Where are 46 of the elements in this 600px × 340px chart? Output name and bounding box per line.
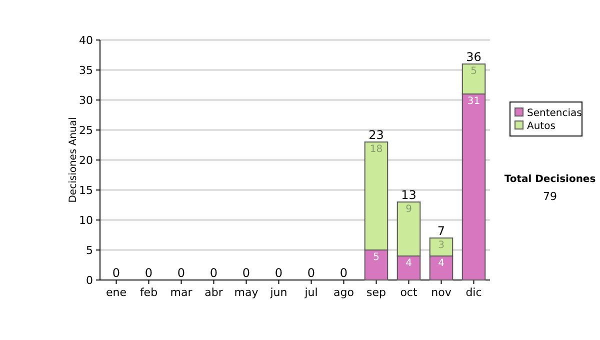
legend-label: Autos [527, 121, 556, 132]
data-label: 18 [370, 144, 383, 155]
data-label: 5 [470, 66, 477, 77]
data-label: 4 [438, 258, 444, 269]
y-tick-label: 40 [79, 34, 93, 47]
total-label: 0 [274, 266, 283, 280]
x-tick-label: ago [334, 286, 354, 299]
data-label: 3 [438, 240, 444, 251]
x-tick-label: oct [400, 286, 418, 299]
text: Total Decisiones [504, 174, 596, 185]
total-label: 0 [340, 266, 348, 280]
total-label: 0 [144, 266, 153, 280]
total-label: 0 [177, 266, 186, 280]
data-label: 5 [373, 252, 380, 263]
y-axis-title: Decisiones Anual [68, 117, 79, 203]
y-tick-label: 0 [86, 274, 93, 287]
legend-label: Sentencias [527, 108, 582, 119]
x-tick-label: abr [204, 286, 224, 299]
total-label: 0 [307, 266, 316, 280]
y-tick-label: 25 [79, 124, 93, 137]
x-tick-label: may [234, 286, 259, 299]
x-tick-label: jul [304, 286, 318, 299]
total-label: 36 [466, 50, 482, 64]
total-label: 13 [401, 188, 416, 202]
y-tick-label: 5 [86, 244, 93, 257]
y-tick-label: 20 [79, 154, 93, 167]
x-tick-label: dic [466, 286, 482, 299]
x-tick-label: nov [431, 286, 452, 299]
y-tick-label: 30 [79, 94, 93, 107]
x-tick-label: ene [106, 286, 127, 299]
text: 79 [543, 190, 557, 203]
y-tick-label: 35 [79, 64, 93, 77]
x-tick-label: sep [366, 286, 386, 299]
y-tick-label: 10 [79, 214, 93, 227]
total-label: 7 [437, 224, 446, 238]
data-label: 4 [406, 258, 412, 269]
data-label: 31 [467, 96, 480, 107]
data-label: 9 [406, 204, 412, 215]
total-label: 0 [242, 266, 250, 280]
x-tick-label: jun [269, 286, 288, 299]
x-tick-label: mar [170, 286, 193, 299]
total-label: 0 [210, 266, 218, 280]
x-tick-label: feb [140, 286, 158, 299]
total-label: 23 [368, 128, 384, 142]
total-label: 0 [112, 266, 120, 280]
y-tick-label: 15 [79, 184, 93, 197]
